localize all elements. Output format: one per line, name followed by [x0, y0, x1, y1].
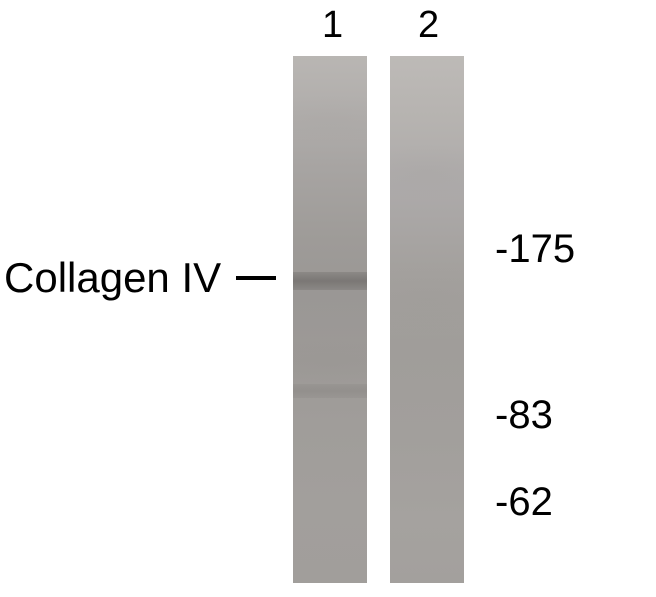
lane-label-1: 1 — [322, 4, 343, 47]
blot-lane-1 — [293, 56, 367, 583]
blot-lane-1-band-2 — [293, 384, 367, 398]
lane-label-2: 2 — [418, 4, 439, 47]
blot-lane-2-noise — [390, 56, 464, 583]
protein-indicator-line — [236, 276, 276, 280]
blot-lane-1-band-1 — [293, 272, 367, 290]
marker-62: -62 — [495, 480, 553, 525]
marker-175: -175 — [495, 227, 575, 272]
marker-83: -83 — [495, 393, 553, 438]
blot-lane-2 — [390, 56, 464, 583]
blot-lane-1-noise — [293, 56, 367, 583]
protein-label: Collagen IV — [4, 254, 221, 302]
